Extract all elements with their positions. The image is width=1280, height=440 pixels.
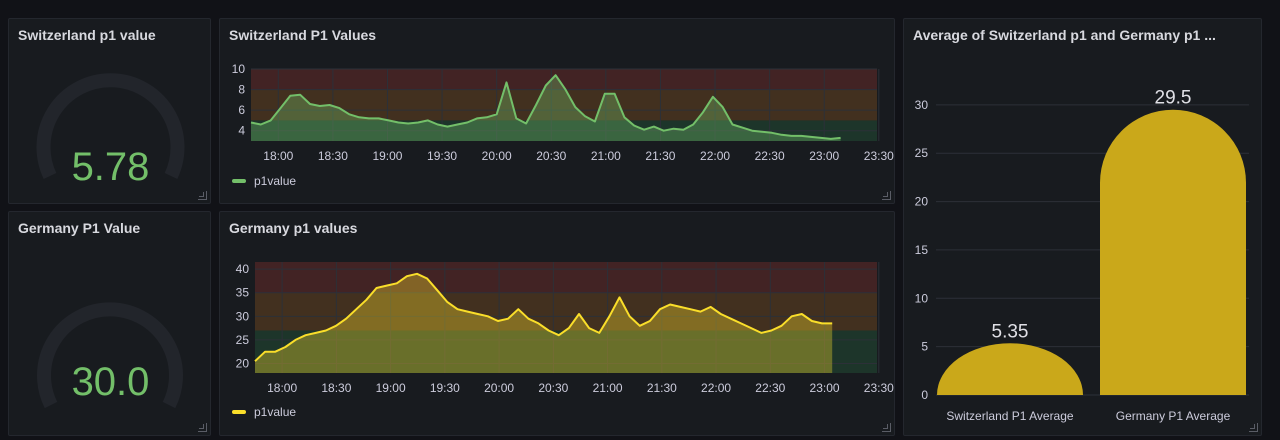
legend-item[interactable]: p1value: [232, 405, 296, 419]
x-tick-label: 21:00: [591, 149, 621, 163]
panel-title: Germany P1 Value: [18, 220, 141, 236]
resize-handle[interactable]: [1249, 423, 1258, 432]
y-tick-label: 4: [238, 124, 245, 138]
gauge-arc: [36, 73, 185, 179]
x-category-label: Germany P1 Average: [1116, 409, 1231, 423]
x-tick-label: 20:30: [538, 381, 568, 395]
legend-swatch: [232, 179, 246, 183]
resize-handle[interactable]: [198, 191, 207, 200]
panel-title: Germany p1 values: [229, 220, 358, 236]
x-tick-label: 22:00: [701, 381, 731, 395]
x-tick-label: 22:00: [700, 149, 730, 163]
y-tick-label: 35: [236, 286, 250, 300]
y-tick-label: 15: [915, 243, 929, 257]
x-tick-label: 18:00: [267, 381, 297, 395]
series-line: [250, 74, 841, 140]
x-category-label: Switzerland P1 Average: [946, 409, 1074, 423]
average-bar-panel: Average of Switzerland p1 and Germany p1…: [903, 18, 1262, 436]
y-tick-label: 8: [238, 83, 245, 97]
x-tick-label: 23:00: [809, 149, 839, 163]
threshold-band: [255, 292, 877, 331]
gauge-value: 5.78: [71, 145, 150, 189]
switzerland-gauge-panel: Switzerland p1 value 5.78: [8, 18, 211, 204]
germany-timeseries-panel: Germany p1 values 20 25 30 35 40 18:00 18:30 19…: [219, 211, 895, 436]
threshold-band: [255, 262, 877, 293]
y-tick-label: 20: [915, 195, 929, 209]
resize-handle[interactable]: [198, 423, 207, 432]
x-tick-label: 19:30: [427, 149, 457, 163]
x-tick-label: 22:30: [755, 149, 785, 163]
x-tick-label: 18:30: [318, 149, 348, 163]
legend-swatch: [232, 410, 246, 414]
germany-gauge-panel: Germany P1 Value 30.0: [8, 211, 211, 436]
y-tick-label: 20: [236, 357, 250, 371]
resize-handle[interactable]: [882, 191, 891, 200]
x-tick-label: 23:30: [864, 149, 894, 163]
y-tick-label: 40: [236, 262, 250, 276]
x-tick-label: 21:00: [593, 381, 623, 395]
panel-title: Switzerland p1 value: [18, 27, 156, 43]
x-tick-label: 19:00: [376, 381, 406, 395]
y-tick-label: 25: [236, 333, 250, 347]
x-tick-label: 20:00: [484, 381, 514, 395]
y-tick-label: 25: [915, 146, 929, 160]
threshold-band: [255, 330, 877, 373]
series-line: [254, 272, 833, 362]
bar: [1100, 109, 1246, 396]
bar: [937, 343, 1083, 395]
average-bar-chart: 0 5 10 15 20 25 30 5.35 Switzerland P1 Average 29…: [915, 88, 1249, 423]
germany-line-chart: 20 25 30 35 40 18:00 18:30 19:00 19:30 20:00 20:30…: [236, 262, 894, 395]
y-tick-label: 5: [921, 340, 928, 354]
y-tick-label: 30: [236, 309, 250, 323]
x-tick-label: 23:00: [810, 381, 840, 395]
legend-item[interactable]: p1value: [232, 174, 296, 188]
x-tick-label: 21:30: [647, 381, 677, 395]
x-tick-label: 23:30: [864, 381, 894, 395]
gauge-arc: [37, 302, 183, 409]
x-tick-label: 18:30: [321, 381, 351, 395]
gauge-value: 30.0: [71, 360, 150, 404]
x-tick-label: 20:00: [482, 149, 512, 163]
x-tick-label: 19:30: [430, 381, 460, 395]
panel-title: Switzerland P1 Values: [229, 27, 377, 43]
x-tick-label: 22:30: [755, 381, 785, 395]
y-tick-label: 30: [915, 98, 929, 112]
y-tick-label: 0: [921, 388, 928, 402]
legend-label: p1value: [254, 174, 297, 188]
x-tick-label: 21:30: [645, 149, 675, 163]
y-tick-label: 10: [232, 62, 246, 76]
x-tick-label: 19:00: [372, 149, 402, 163]
y-tick-label: 10: [915, 291, 929, 305]
x-tick-label: 18:00: [263, 149, 293, 163]
bar-value-label: 29.5: [1155, 88, 1192, 109]
panel-title: Average of Switzerland p1 and Germany p1…: [913, 27, 1216, 43]
switzerland-timeseries-panel: Switzerland P1 Values 4 6 8 10 18:00 18:30 19:…: [219, 18, 895, 204]
x-tick-label: 20:30: [536, 149, 566, 163]
y-tick-label: 6: [238, 103, 245, 117]
bar-value-label: 5.35: [992, 321, 1029, 342]
switzerland-line-chart: 4 6 8 10 18:00 18:30 19:00 19:30 20:00 20:30 21:00…: [232, 62, 895, 163]
series-area: [255, 273, 833, 373]
resize-handle[interactable]: [882, 423, 891, 432]
threshold-band: [251, 69, 877, 90]
gauge-track: [36, 73, 185, 179]
legend-label: p1value: [254, 405, 297, 419]
gauge-track: [37, 302, 183, 409]
